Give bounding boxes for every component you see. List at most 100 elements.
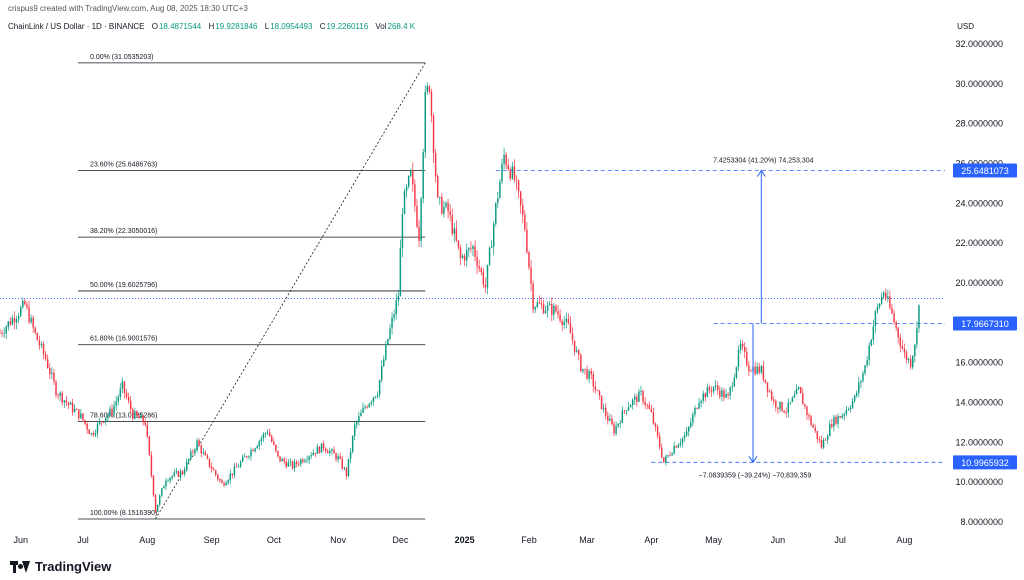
candle-body xyxy=(15,319,18,323)
candle-body xyxy=(795,389,798,395)
candle-body xyxy=(640,390,642,392)
candle-body xyxy=(773,399,775,402)
candle-body xyxy=(515,179,518,181)
candle-body xyxy=(816,430,819,440)
candle-body xyxy=(453,228,456,234)
candle-body xyxy=(826,436,829,441)
candle-body xyxy=(42,343,45,354)
candle-body xyxy=(185,461,188,471)
candle-body xyxy=(544,310,547,314)
candle-body xyxy=(793,394,796,398)
candle-body xyxy=(208,458,211,467)
candle-body xyxy=(698,402,700,409)
candle-body xyxy=(447,202,449,212)
candle-body xyxy=(457,240,460,248)
candle-body xyxy=(159,495,161,505)
candle-body xyxy=(739,343,742,350)
candle-body xyxy=(82,413,84,421)
candle-body xyxy=(144,422,146,425)
y-tick-label: 30.0000000 xyxy=(955,79,1003,89)
tradingview-brand[interactable]: TradingView xyxy=(10,559,111,574)
candle-body xyxy=(314,452,317,454)
brand-name: TradingView xyxy=(35,559,112,574)
symbol-ohlc-legend: ChainLink / US Dollar · 1D · BINANCE O18… xyxy=(8,22,415,31)
candle-body xyxy=(507,165,509,170)
candle-body xyxy=(802,393,804,405)
fib-level-label: 100.00% (8.1516390) xyxy=(90,510,157,517)
candle-body xyxy=(206,455,209,459)
candle-body xyxy=(623,410,626,412)
candle-body xyxy=(542,304,545,314)
y-tick-label: 28.0000000 xyxy=(955,119,1003,129)
candle-body xyxy=(822,439,825,448)
high-value: 19.9281846 xyxy=(215,22,258,31)
candle-body xyxy=(69,402,72,405)
candle-body xyxy=(318,446,321,453)
candle-body xyxy=(841,415,843,418)
candle-body xyxy=(696,407,698,409)
candle-body xyxy=(631,399,634,406)
candle-body xyxy=(416,205,418,227)
candle-body xyxy=(324,448,327,452)
candle-body xyxy=(555,305,557,312)
candle-body xyxy=(5,326,7,334)
candle-body xyxy=(652,411,655,424)
candle-body xyxy=(308,456,310,460)
candle-body xyxy=(132,409,134,419)
symbol-name[interactable]: ChainLink / US Dollar · 1D · BINANCE xyxy=(8,22,145,31)
x-tick-label: Aug xyxy=(896,535,912,545)
candle-body xyxy=(121,381,124,389)
candle-body xyxy=(271,436,273,442)
chart-credit: crispus9 created with TradingView.com, A… xyxy=(8,4,248,13)
candle-body xyxy=(366,406,368,408)
candle-body xyxy=(845,409,848,414)
high-label: H xyxy=(208,22,215,31)
candle-body xyxy=(393,314,395,318)
candle-body xyxy=(385,344,387,360)
candle-body xyxy=(799,387,802,394)
candle-body xyxy=(9,321,12,325)
candle-body xyxy=(175,471,178,473)
candle-body xyxy=(380,366,383,381)
candle-body xyxy=(789,401,792,403)
candle-body xyxy=(671,453,673,456)
candle-body xyxy=(223,483,225,486)
candle-body xyxy=(351,436,354,452)
candle-body xyxy=(642,390,644,403)
candle-body xyxy=(349,451,352,459)
candle-body xyxy=(51,372,53,374)
candle-body xyxy=(602,407,605,410)
candle-body xyxy=(30,317,32,323)
candle-body xyxy=(895,322,897,328)
candle-body xyxy=(584,368,586,370)
candle-body xyxy=(806,406,808,416)
candle-body xyxy=(449,211,451,215)
candle-body xyxy=(775,401,777,408)
close-label: C xyxy=(319,22,326,31)
candle-body xyxy=(418,226,420,241)
candle-body xyxy=(538,302,541,304)
candle-body xyxy=(24,300,26,305)
fib-level-label: 38.20% (22.3050016) xyxy=(90,228,157,235)
candle-body xyxy=(878,304,881,308)
candle-body xyxy=(225,483,227,486)
candle-body xyxy=(835,416,837,424)
candle-body xyxy=(364,406,366,408)
candle-body xyxy=(177,471,180,477)
candle-body xyxy=(600,395,603,410)
candle-body xyxy=(783,410,785,413)
candle-body xyxy=(586,369,588,379)
y-tick-label: 14.0000000 xyxy=(955,398,1003,408)
tradingview-logo-icon xyxy=(10,560,30,573)
candle-body xyxy=(434,152,437,177)
candle-body xyxy=(200,445,202,454)
candle-body xyxy=(692,414,694,423)
candle-body xyxy=(441,197,443,214)
candle-body xyxy=(513,166,516,180)
candle-body xyxy=(758,366,760,373)
candle-body xyxy=(451,214,453,234)
candle-body xyxy=(777,407,779,410)
candle-body xyxy=(237,466,240,468)
candle-body xyxy=(86,423,88,430)
